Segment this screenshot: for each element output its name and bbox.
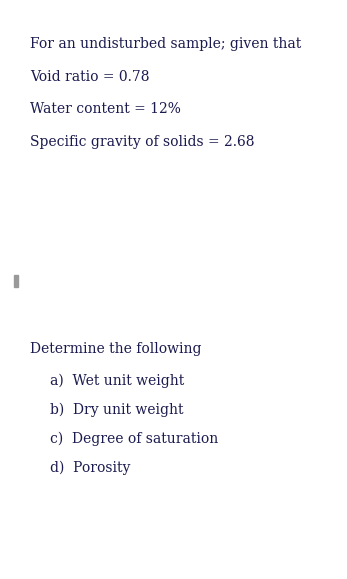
Text: Water content = 12%: Water content = 12%	[30, 102, 181, 116]
Text: Specific gravity of solids = 2.68: Specific gravity of solids = 2.68	[30, 135, 255, 149]
Bar	[14, 275, 18, 287]
Text: Determine the following: Determine the following	[30, 342, 202, 356]
Text: b)  Dry unit weight: b) Dry unit weight	[50, 403, 183, 417]
Text: d)  Porosity: d) Porosity	[50, 461, 130, 475]
Text: Void ratio = 0.78: Void ratio = 0.78	[30, 70, 150, 84]
Text: a)  Wet unit weight: a) Wet unit weight	[50, 374, 184, 389]
Text: For an undisturbed sample; given that: For an undisturbed sample; given that	[30, 36, 302, 50]
Text: c)  Degree of saturation: c) Degree of saturation	[50, 432, 218, 446]
